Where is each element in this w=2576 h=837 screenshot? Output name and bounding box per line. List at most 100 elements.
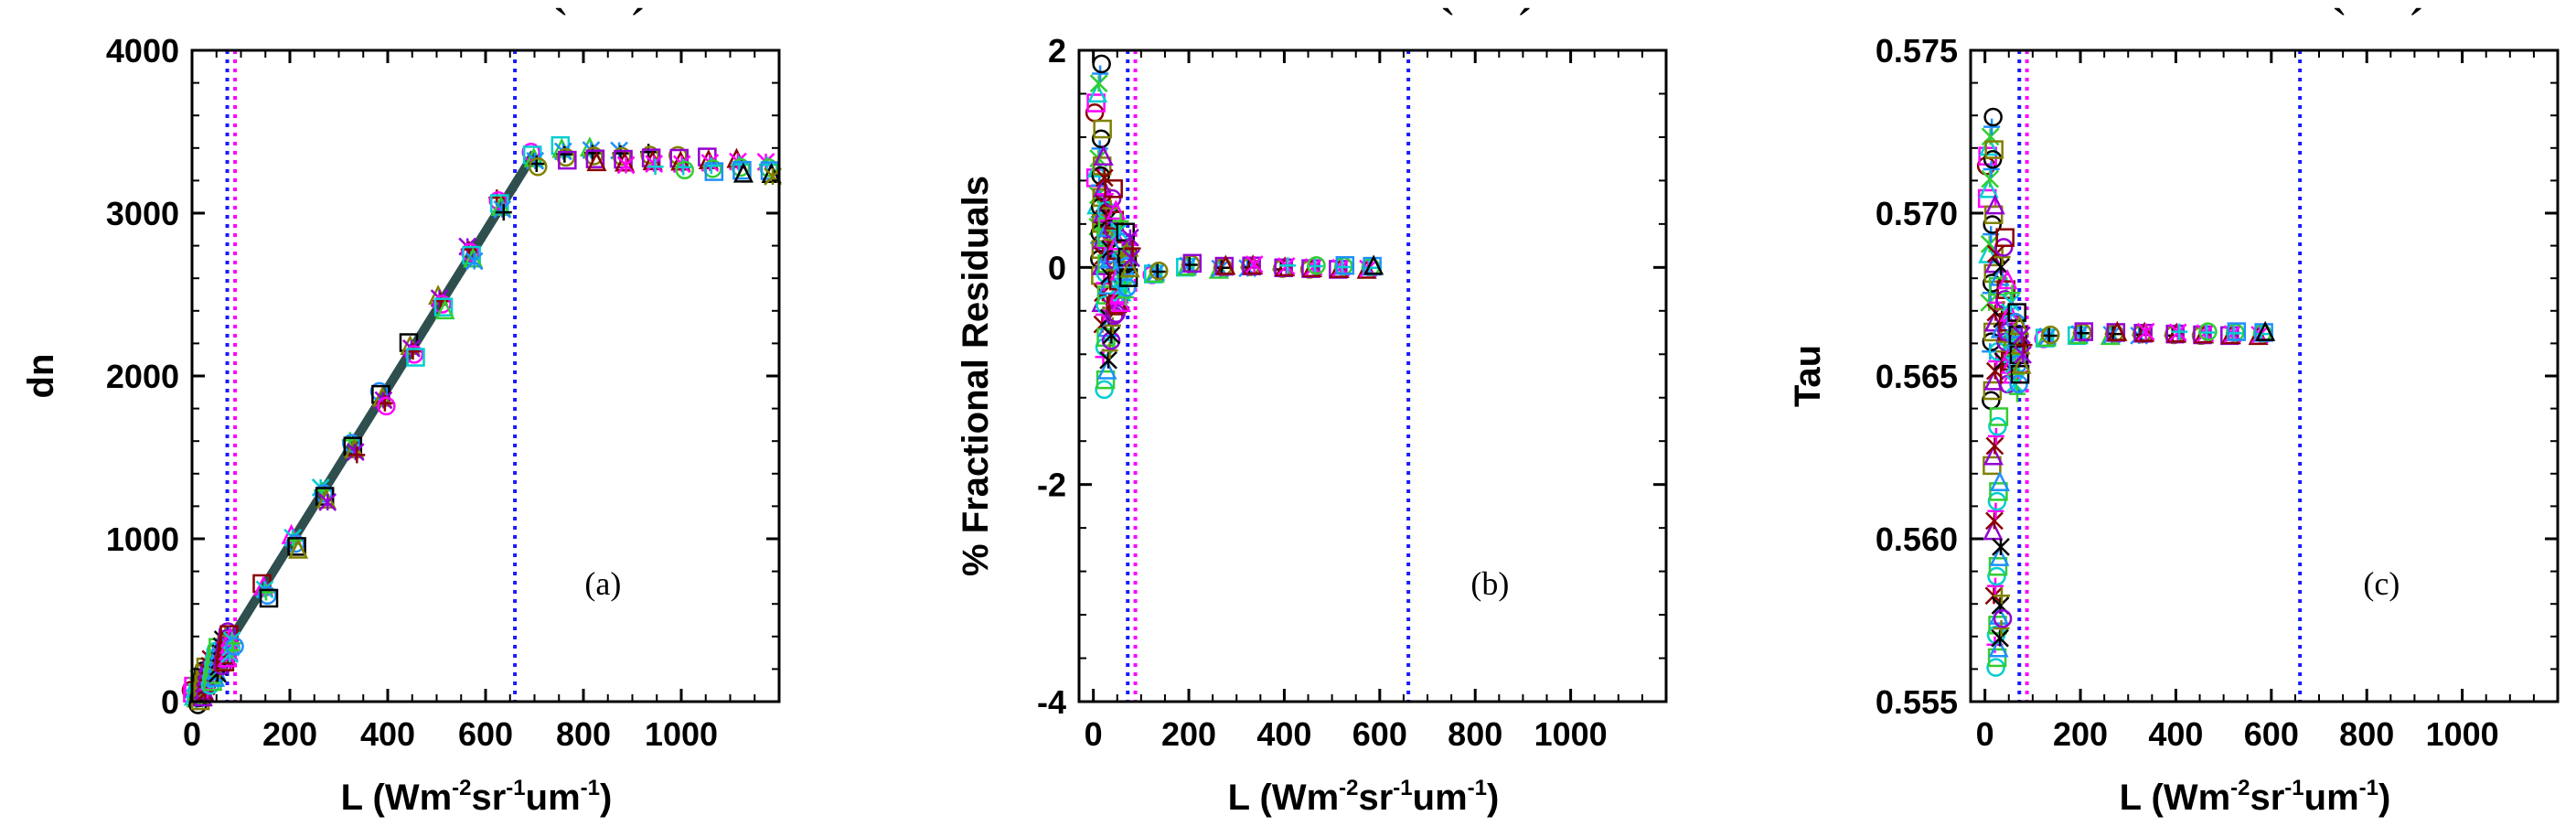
panel-a-axes-frame [190, 48, 781, 703]
x-label-end: ) [1487, 778, 1499, 818]
y-tick-label: 3000 [106, 195, 179, 232]
data-point [2013, 326, 2031, 345]
data-point [1119, 257, 1140, 278]
data-point [1987, 491, 2007, 511]
x-label-pre: L (Wm [341, 778, 452, 818]
data-point [1983, 445, 2004, 466]
data-point [288, 538, 309, 559]
data-point [1989, 470, 2010, 491]
data-point [434, 299, 455, 320]
data-point [1986, 658, 2005, 677]
data-point [1089, 74, 1108, 93]
data-point [1122, 249, 1140, 268]
data-point [1985, 511, 2004, 531]
panel-c: 0 200 400 600 800 1000 0.555 0.560 0.565 0.570 0.5… [1788, 0, 2560, 818]
y-tick-label: 0.565 [1876, 358, 1958, 395]
data-point [704, 162, 724, 181]
data-point [1106, 296, 1126, 316]
data-point [287, 537, 306, 556]
data-point [2198, 324, 2216, 341]
x-label-sup3: -1 [1468, 776, 1487, 800]
x-label-sup3: -1 [2359, 776, 2378, 800]
data-point [584, 146, 604, 166]
data-point [2014, 345, 2032, 364]
x-tick-label: 0 [1085, 715, 1103, 753]
x-label-end: ) [2378, 778, 2390, 818]
x-tick-label: 200 [2053, 715, 2108, 753]
data-point [460, 242, 480, 263]
data-point [1983, 118, 2001, 135]
x-label-post: um [1413, 778, 1468, 818]
data-point [1307, 255, 1326, 275]
panel-c-marks [1976, 50, 2303, 702]
data-point [668, 145, 688, 166]
data-point [1983, 107, 2003, 127]
data-point [675, 160, 694, 180]
data-point [1243, 254, 1264, 275]
data-point [406, 348, 425, 367]
x-tick-label: 600 [2244, 715, 2299, 753]
x-tick-label: 1000 [645, 715, 718, 753]
panel-c-glyph-grave: ` [2332, 0, 2347, 52]
data-point [732, 162, 754, 183]
data-point [1987, 502, 2004, 520]
data-point [1307, 258, 1324, 275]
data-point [1093, 145, 1114, 166]
panel-a-x-axis-label: L (Wm-2sr-1um-1) [341, 776, 613, 818]
x-label-pre: L (Wm [2120, 778, 2230, 818]
panel-b-y-axis-label: % Fractional Residuals [956, 176, 996, 576]
y-tick-label: 1000 [106, 520, 179, 558]
panel-b-ticks: 0 200 400 600 800 1000 -4 -2 0 2 [1037, 32, 1666, 753]
data-point [1104, 179, 1123, 199]
data-point [1097, 274, 1118, 295]
data-point [1117, 278, 1137, 297]
panel-a-glyph-acute: ´ [629, 0, 645, 52]
data-point [1983, 370, 2004, 391]
y-tick-label: 0 [1048, 249, 1066, 286]
data-point [1983, 205, 2004, 225]
x-tick-label: 0 [1976, 715, 1994, 753]
data-point [1093, 119, 1112, 139]
data-point [1102, 326, 1121, 345]
y-tick-label: 0.570 [1876, 195, 1958, 232]
data-point [1121, 228, 1139, 247]
x-tick-label: 400 [1256, 715, 1311, 753]
data-point [586, 151, 607, 172]
data-point [433, 295, 452, 314]
x-label-mid: sr [471, 778, 506, 818]
data-point [1215, 254, 1236, 275]
data-point [1092, 65, 1109, 82]
data-point [558, 150, 577, 170]
data-point [1087, 82, 1108, 103]
data-point [1096, 359, 1117, 380]
data-point [1124, 240, 1141, 257]
y-tick-label: 0.555 [1876, 683, 1958, 721]
data-point [2009, 374, 2028, 394]
data-point [1985, 436, 2004, 456]
x-label-sup1: -2 [2230, 776, 2250, 800]
data-point [1989, 482, 2008, 501]
panel-c-x-axis-label: L (Wm-2sr-1um-1) [2120, 776, 2391, 818]
data-point [1091, 129, 1111, 148]
data-point [1993, 587, 2011, 605]
data-point [346, 443, 365, 462]
data-point [1987, 566, 2006, 586]
data-point [225, 637, 244, 656]
y-tick-label: 4000 [106, 32, 179, 70]
data-point [1983, 381, 2003, 401]
panel-c-ticks: 0 200 400 600 800 1000 0.555 0.560 0.565 0.570 0.5… [1876, 32, 2558, 753]
panel-a: 0 200 400 600 800 1000 0 1000 2000 3000 4000 dn L … [21, 0, 782, 818]
data-point [404, 345, 424, 364]
x-tick-label: 800 [2339, 715, 2394, 753]
x-label-sup2: -1 [2284, 776, 2303, 800]
panel-a-y-axis-label: dn [21, 354, 61, 399]
panel-b-glyph-acute: ´ [1516, 0, 1532, 52]
data-point [318, 493, 337, 511]
data-point [342, 434, 361, 453]
panel-a-glyph-grave: ` [553, 0, 569, 52]
x-tick-label: 600 [458, 715, 513, 753]
x-label-sup2: -1 [506, 776, 525, 800]
data-point [731, 157, 751, 177]
data-point [1095, 380, 1114, 400]
